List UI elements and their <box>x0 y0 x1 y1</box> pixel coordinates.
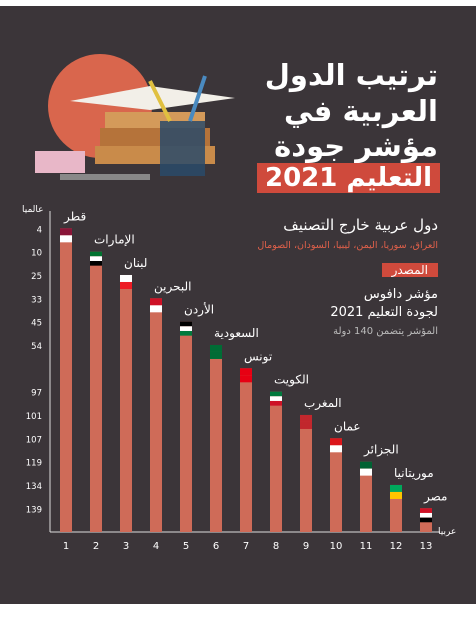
x-axis-label: عربيا <box>438 527 456 537</box>
chart: عالميا عربيا قطر 1 4 الإمارات 2 10 لبنان 3 25 الب… <box>22 54 456 552</box>
flag <box>90 260 102 266</box>
infographic: عالميا عربيا قطر 1 4 الإمارات 2 10 لبنان 3 25 الب… <box>0 6 476 604</box>
flag <box>210 344 222 352</box>
x-tick-label: 8 <box>273 541 279 552</box>
flag <box>180 330 192 336</box>
bar <box>150 298 162 532</box>
flag <box>270 396 282 401</box>
y-axis-label: عالميا <box>22 205 44 215</box>
y-tick-label: 25 <box>31 272 42 282</box>
flag <box>390 484 402 492</box>
country-label: مصر <box>423 489 447 504</box>
bar <box>330 438 342 532</box>
x-tick-label: 1 <box>63 541 69 552</box>
country-label: عمان <box>334 419 361 433</box>
bar <box>60 228 72 532</box>
x-tick-label: 6 <box>213 541 219 552</box>
bar <box>120 274 132 532</box>
bar <box>270 391 282 532</box>
flag <box>150 298 162 306</box>
flag <box>330 445 342 453</box>
flag <box>270 400 282 406</box>
title-line: العربية في <box>284 94 438 128</box>
flag <box>360 468 372 476</box>
bar <box>240 368 252 532</box>
y-tick-label: 33 <box>31 295 42 305</box>
bar <box>210 344 222 532</box>
flag <box>360 461 372 469</box>
country-label: موريتانيا <box>394 466 434 481</box>
country-label: قطر <box>63 209 86 224</box>
flag <box>120 281 132 289</box>
y-tick-label: 10 <box>31 249 42 259</box>
flag <box>300 421 312 429</box>
flag <box>330 438 342 446</box>
excluded-countries: العراق، سوريا، اليمن، ليبيا، السودان، ال… <box>257 240 438 251</box>
bar <box>90 251 102 532</box>
flag <box>420 512 432 518</box>
flag <box>420 508 432 513</box>
title-line: مؤشر جودة <box>274 129 438 163</box>
x-tick-label: 13 <box>420 541 433 552</box>
country-label: تونس <box>244 349 272 364</box>
x-tick-label: 9 <box>303 541 309 552</box>
country-label: المغرب <box>304 396 342 411</box>
y-tick-label: 119 <box>26 459 42 469</box>
flag <box>90 256 102 261</box>
flag <box>390 491 402 499</box>
y-tick-label: 107 <box>26 435 42 445</box>
country-label: لبنان <box>124 256 147 270</box>
y-tick-label: 97 <box>31 389 42 399</box>
books-illustration <box>35 54 235 180</box>
flag <box>60 228 72 236</box>
country-label: الإمارات <box>94 233 135 248</box>
x-tick-label: 11 <box>360 541 373 552</box>
flag <box>180 326 192 331</box>
country-label: الأردن <box>184 302 214 318</box>
bar <box>360 461 372 532</box>
flag <box>180 321 192 327</box>
flag <box>300 414 312 422</box>
source-line: مؤشر دافوس <box>363 287 438 302</box>
source-note: المؤشر يتضمن 140 دولة <box>333 326 438 337</box>
flag <box>420 517 432 523</box>
y-tick-label: 134 <box>26 482 42 492</box>
y-tick-label: 139 <box>26 505 42 515</box>
x-tick-label: 3 <box>123 541 129 552</box>
country-label: السعودية <box>214 326 259 341</box>
title-highlight: التعليم 2021 <box>256 163 440 193</box>
flag <box>120 274 132 282</box>
flag <box>270 391 282 397</box>
y-tick-label: 45 <box>31 319 42 329</box>
country-label: الجزائر <box>363 443 399 458</box>
flag <box>240 368 252 376</box>
flag <box>60 235 72 243</box>
x-tick-label: 12 <box>390 541 403 552</box>
title-line: ترتيب الدول <box>264 58 438 92</box>
x-tick-label: 7 <box>243 541 249 552</box>
y-tick-label: 101 <box>26 412 42 422</box>
bar <box>180 321 192 532</box>
flag <box>210 351 222 359</box>
x-tick-label: 4 <box>153 541 159 552</box>
flag <box>90 251 102 257</box>
source-label: المصدر <box>381 263 438 277</box>
country-label: الكويت <box>274 373 309 388</box>
x-tick-label: 5 <box>183 541 189 552</box>
flag <box>150 305 162 313</box>
y-tick-label: 4 <box>37 225 42 235</box>
source-line: لجودة التعليم 2021 <box>330 305 438 320</box>
bar <box>300 414 312 532</box>
x-tick-label: 2 <box>93 541 99 552</box>
y-tick-label: 54 <box>31 342 42 352</box>
excluded-title: دول عربية خارج التصنيف <box>283 216 438 234</box>
country-label: البحرين <box>154 279 191 294</box>
flag <box>240 375 252 383</box>
x-tick-label: 10 <box>330 541 343 552</box>
